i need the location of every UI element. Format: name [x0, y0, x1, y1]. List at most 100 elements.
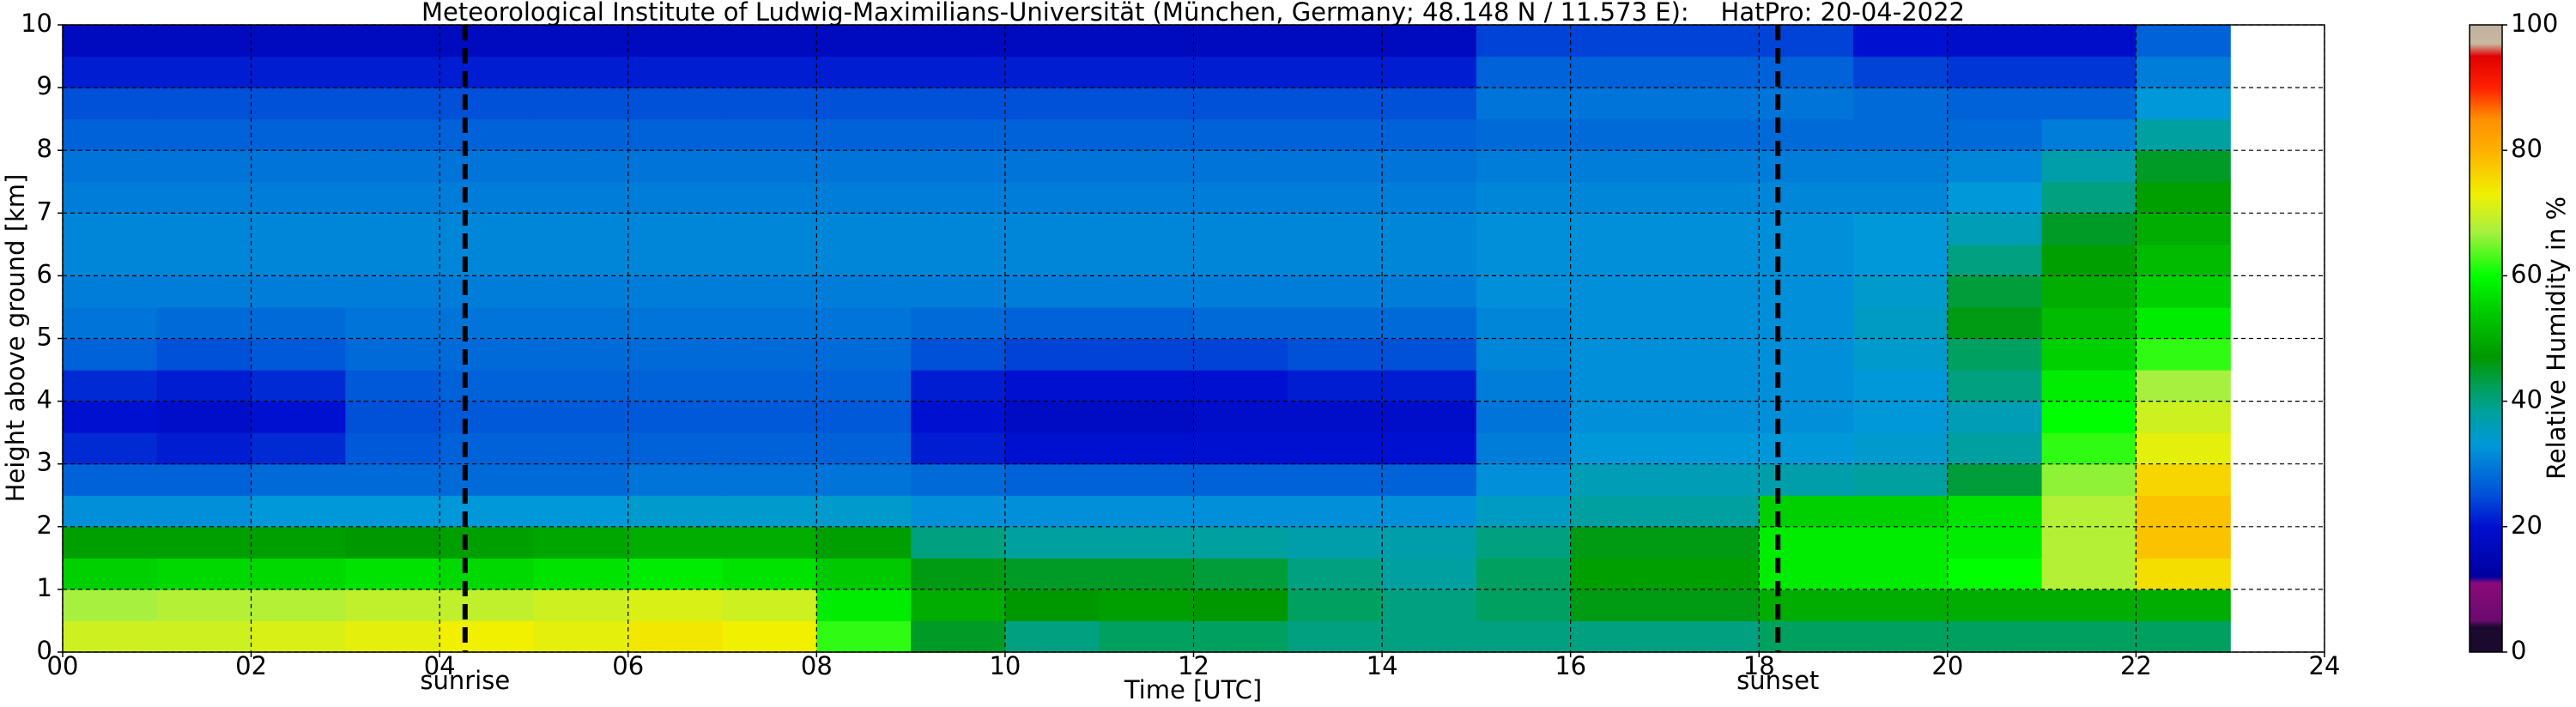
heatmap-cell	[439, 589, 535, 622]
heatmap-cell	[2136, 589, 2231, 622]
heatmap-cell	[627, 463, 724, 496]
heatmap-cell	[156, 463, 252, 496]
heatmap-cell	[1193, 306, 1288, 340]
heatmap-cell	[1476, 589, 1572, 622]
heatmap-cell	[345, 338, 440, 371]
y-tick-label: 3	[37, 448, 52, 477]
heatmap-cell	[533, 589, 629, 622]
y-tick-label: 8	[37, 134, 52, 163]
heatmap-cell	[1476, 463, 1572, 496]
heatmap-cell	[722, 463, 817, 496]
heatmap-cell	[1099, 495, 1195, 528]
heatmap-cell	[345, 620, 440, 653]
heatmap-cell	[1004, 370, 1100, 402]
heatmap-cell	[1570, 56, 1666, 88]
annotation-label: sunset	[1737, 666, 1819, 695]
heatmap-cell	[816, 25, 912, 57]
heatmap-cell	[1288, 56, 1383, 88]
heatmap-cell	[722, 88, 817, 120]
heatmap-cell	[251, 463, 346, 496]
heatmap-cell	[627, 620, 724, 653]
heatmap-cell	[533, 118, 629, 151]
heatmap-cell	[1476, 213, 1572, 245]
heatmap-cell	[2041, 558, 2137, 590]
heatmap-cell	[1947, 25, 2043, 57]
heatmap-cell	[1099, 88, 1195, 120]
heatmap-cell	[1382, 432, 1477, 465]
heatmap-cell	[1382, 338, 1477, 371]
heatmap-cell	[1193, 338, 1288, 371]
heatmap-cell	[156, 25, 252, 57]
heatmap-cell	[1570, 306, 1666, 340]
heatmap-cell	[2136, 338, 2231, 371]
heatmap-cell	[816, 589, 912, 622]
heatmap-cell	[2041, 150, 2137, 183]
heatmap-cell	[627, 306, 724, 340]
heatmap-cell	[439, 213, 535, 245]
heatmap-cell	[1476, 495, 1572, 528]
heatmap-cell	[816, 338, 912, 371]
heatmap-cell	[2041, 338, 2137, 371]
heatmap-cell	[1004, 150, 1100, 183]
heatmap-cell	[1664, 370, 1760, 402]
heatmap-cell	[1288, 589, 1383, 622]
heatmap-cell	[251, 338, 346, 371]
heatmap-cell	[911, 589, 1006, 622]
heatmap-cell	[1193, 56, 1288, 88]
heatmap-cell	[1664, 620, 1760, 653]
y-tick-label: 6	[37, 259, 52, 288]
heatmap-cell	[1476, 620, 1572, 653]
heatmap-cell	[345, 25, 440, 57]
heatmap-cell	[1853, 306, 1949, 340]
heatmap-cell	[627, 526, 724, 559]
heatmap-cell	[1193, 370, 1288, 402]
heatmap-cell	[439, 526, 535, 559]
heatmap-cell	[1288, 244, 1383, 276]
heatmap-cell	[345, 56, 440, 88]
heatmap-cell	[1853, 56, 1949, 88]
heatmap-cell	[2136, 526, 2231, 559]
heatmap-cell	[722, 589, 817, 622]
y-tick-label: 7	[37, 196, 52, 226]
heatmap-cell	[1099, 25, 1195, 57]
heatmap-cell	[1476, 370, 1572, 402]
heatmap-cell	[1759, 56, 1854, 88]
heatmap-cell	[816, 88, 912, 120]
heatmap-cell	[63, 150, 158, 183]
heatmap-cell	[1476, 401, 1572, 433]
heatmap-cell	[345, 213, 440, 245]
heatmap-cell	[1099, 56, 1195, 88]
y-tick-label: 10	[21, 9, 52, 38]
heatmap-cell	[1570, 589, 1666, 622]
heatmap-cell	[1947, 150, 2043, 183]
heatmap-cell	[439, 181, 535, 214]
heatmap-cell	[1382, 306, 1477, 340]
heatmap-cell	[1288, 370, 1383, 402]
heatmap-cell	[722, 118, 817, 151]
heatmap-cell	[722, 275, 817, 308]
heatmap-cell	[1853, 181, 1949, 214]
heatmap-cell	[722, 370, 817, 402]
heatmap-cell	[627, 213, 724, 245]
heatmap-cell	[2136, 558, 2231, 590]
heatmap-cell	[1853, 589, 1949, 622]
heatmap-cell	[251, 25, 346, 57]
heatmap-cell	[816, 432, 912, 465]
heatmap-cell	[1853, 495, 1949, 528]
heatmap-cell	[1664, 25, 1760, 57]
heatmap-cell	[1382, 526, 1477, 559]
heatmap-cell	[1664, 118, 1760, 151]
heatmap-cell	[816, 306, 912, 340]
heatmap-cell	[1193, 401, 1288, 433]
heatmap-cell	[251, 495, 346, 528]
heatmap-cell	[345, 150, 440, 183]
heatmap-cell	[1099, 150, 1195, 183]
heatmap-cell	[1759, 181, 1854, 214]
heatmap-cell	[345, 118, 440, 151]
heatmap-cell	[816, 118, 912, 151]
heatmap-cell	[439, 370, 535, 402]
heatmap-cell	[345, 589, 440, 622]
heatmap-cell	[345, 495, 440, 528]
heatmap-cell	[63, 244, 158, 276]
heatmap-cell	[156, 150, 252, 183]
